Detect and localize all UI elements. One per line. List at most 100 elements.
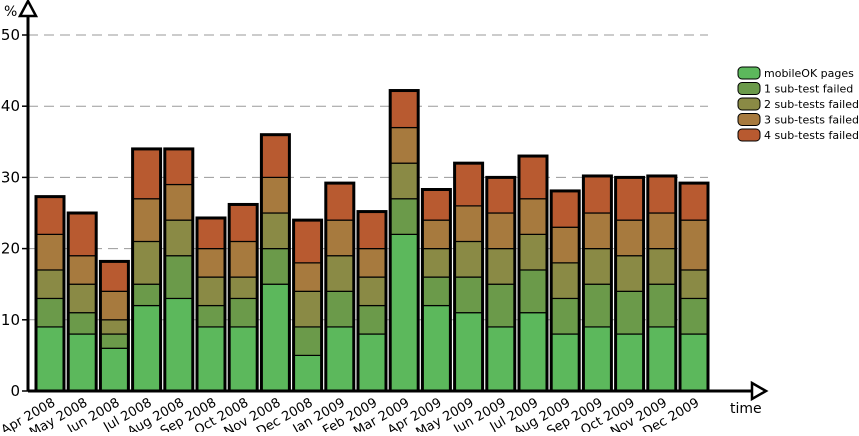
bar-stack bbox=[453, 161, 485, 393]
bar-segment bbox=[486, 212, 516, 250]
bar-segment bbox=[486, 248, 516, 285]
bar-segment bbox=[164, 148, 194, 186]
bar-segment bbox=[357, 304, 387, 335]
bar-segment bbox=[614, 255, 645, 292]
bar-segment bbox=[421, 248, 451, 278]
bar-segment bbox=[99, 347, 130, 392]
bar-stack bbox=[227, 202, 259, 393]
bar-segment bbox=[228, 297, 258, 328]
bar-stack bbox=[163, 147, 195, 393]
bar-segment bbox=[421, 276, 451, 307]
legend-label: 1 sub-test failed bbox=[764, 83, 853, 96]
bar-segment bbox=[518, 233, 548, 271]
bar-segment bbox=[260, 283, 290, 392]
bar-segment bbox=[614, 333, 645, 392]
bar-segment bbox=[35, 233, 65, 271]
legend-item: 4 sub-tests failed bbox=[737, 128, 859, 142]
bar-segment bbox=[518, 155, 548, 200]
bar-segment bbox=[260, 248, 290, 285]
bar-segment bbox=[647, 283, 677, 328]
legend-swatch bbox=[737, 66, 761, 80]
bar-segment bbox=[99, 333, 130, 349]
bar-segment bbox=[35, 269, 65, 300]
bar-segment bbox=[132, 198, 162, 243]
bar-segment bbox=[325, 326, 355, 392]
bar-segment bbox=[293, 290, 323, 328]
bar-stack bbox=[98, 259, 130, 393]
bar-stack bbox=[517, 154, 549, 393]
bar-stack bbox=[549, 189, 581, 393]
bar-segment bbox=[357, 333, 387, 392]
bar-segment bbox=[614, 290, 645, 335]
legend-item: 1 sub-test failed bbox=[737, 82, 853, 96]
bar-stack bbox=[678, 181, 710, 393]
bar-segment bbox=[454, 276, 484, 314]
bar-segment bbox=[35, 297, 65, 328]
bar-segment bbox=[518, 198, 548, 235]
bar-segment bbox=[421, 219, 451, 250]
legend: mobileOK pages 1 sub-test failed 2 sub-tes… bbox=[737, 66, 859, 142]
bar-segment bbox=[357, 210, 387, 250]
bar-segment bbox=[35, 326, 65, 392]
bar-segment bbox=[454, 240, 484, 278]
y-tick-label: 40 bbox=[1, 97, 20, 115]
bar-segment bbox=[99, 290, 130, 321]
bar-segment bbox=[647, 212, 677, 250]
bar-segment bbox=[196, 248, 226, 278]
y-axis-arrow bbox=[17, 0, 39, 18]
bar-segment bbox=[389, 198, 419, 235]
bar-segment bbox=[614, 219, 645, 257]
bar-segment bbox=[132, 148, 162, 200]
bar-segment bbox=[164, 297, 194, 392]
bar-segment bbox=[550, 333, 580, 392]
bar-segment bbox=[582, 326, 613, 392]
bar-segment bbox=[293, 326, 323, 357]
bar-segment bbox=[260, 212, 290, 250]
legend-label: 4 sub-tests failed bbox=[764, 129, 859, 142]
bar-segment bbox=[454, 162, 484, 207]
axes bbox=[17, 0, 769, 402]
bar-segment bbox=[67, 333, 97, 392]
bar-segment bbox=[196, 217, 226, 250]
bar-segment bbox=[647, 326, 677, 392]
bar-segment bbox=[228, 240, 258, 278]
y-tick-label: 10 bbox=[1, 311, 20, 329]
bar-segment bbox=[389, 162, 419, 200]
bar-segment bbox=[196, 326, 226, 392]
bar-segment bbox=[164, 255, 194, 300]
bar-stack bbox=[420, 188, 452, 393]
bar-segment bbox=[679, 182, 709, 221]
bar-segment bbox=[486, 283, 516, 328]
bar-segment bbox=[293, 219, 323, 264]
legend-swatch bbox=[737, 82, 761, 95]
bar-stack bbox=[292, 218, 324, 393]
bar-segment bbox=[679, 333, 709, 392]
bar-segment bbox=[518, 269, 548, 314]
bar-segment bbox=[293, 262, 323, 292]
bar-segment bbox=[132, 283, 162, 307]
bar-segment bbox=[67, 283, 97, 314]
bar-segment bbox=[228, 326, 258, 392]
legend-label: 2 sub-tests failed bbox=[764, 98, 859, 111]
bar-segment bbox=[357, 276, 387, 307]
bar-stack bbox=[388, 89, 420, 393]
bar-segment bbox=[550, 226, 580, 264]
bar-stack bbox=[485, 175, 517, 393]
bar-segment bbox=[550, 297, 580, 335]
bar-stack bbox=[131, 147, 163, 393]
bar-segment bbox=[228, 203, 258, 243]
bar-stack bbox=[259, 133, 291, 393]
y-tick-label: 50 bbox=[1, 26, 20, 44]
bar-segment bbox=[389, 89, 419, 129]
y-axis-label: % bbox=[4, 4, 17, 20]
bar-segment bbox=[421, 304, 451, 392]
legend-swatch bbox=[737, 97, 761, 111]
bar-segment bbox=[35, 196, 65, 235]
bar-segment bbox=[325, 290, 355, 328]
bar-segment bbox=[582, 283, 613, 328]
legend-swatch bbox=[737, 113, 761, 126]
y-tick-label: 0 bbox=[10, 382, 20, 400]
bar-segment bbox=[582, 175, 613, 214]
